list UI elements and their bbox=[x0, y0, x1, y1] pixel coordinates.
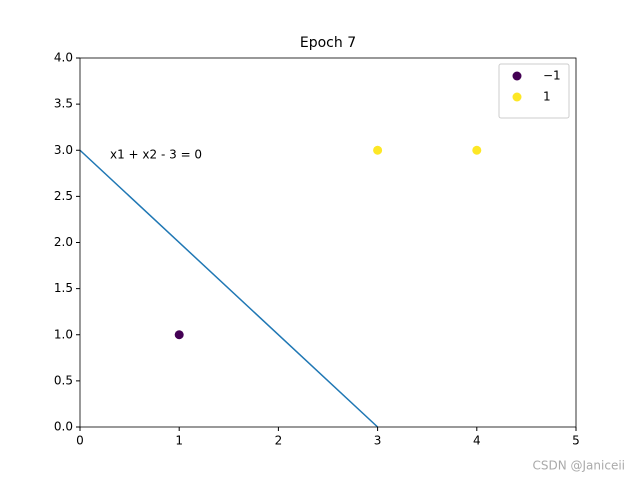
y-tick-label: 4.0 bbox=[54, 51, 73, 65]
legend-marker bbox=[512, 71, 522, 81]
annotation: x1 + x2 - 3 = 0 bbox=[110, 148, 202, 162]
x-tick-label: 3 bbox=[374, 434, 382, 448]
chart-title: Epoch 7 bbox=[300, 35, 356, 51]
x-tick-label: 0 bbox=[76, 434, 84, 448]
y-tick-label: 0.5 bbox=[54, 373, 73, 387]
watermark: CSDN @Janiceii bbox=[532, 459, 625, 473]
y-tick-label: 1.5 bbox=[54, 281, 73, 295]
x-tick-label: 4 bbox=[473, 434, 481, 448]
point bbox=[174, 330, 184, 340]
x-tick-label: 2 bbox=[275, 434, 283, 448]
x-tick-label: 5 bbox=[572, 434, 580, 448]
legend-marker bbox=[512, 92, 522, 102]
x-tick-label: 1 bbox=[175, 434, 183, 448]
y-tick-label: 3.5 bbox=[54, 97, 73, 111]
point bbox=[472, 145, 482, 155]
y-tick-label: 3.0 bbox=[54, 143, 73, 157]
legend-label: −1 bbox=[543, 69, 561, 83]
line bbox=[79, 149, 379, 428]
y-tick-label: 2.0 bbox=[54, 235, 73, 249]
point bbox=[373, 145, 383, 155]
y-tick-label: 1.0 bbox=[54, 327, 73, 341]
plot-frame bbox=[79, 57, 577, 428]
legend-label: 1 bbox=[543, 90, 551, 104]
y-tick-label: 2.5 bbox=[54, 189, 73, 203]
y-tick-label: 0.0 bbox=[54, 420, 73, 434]
